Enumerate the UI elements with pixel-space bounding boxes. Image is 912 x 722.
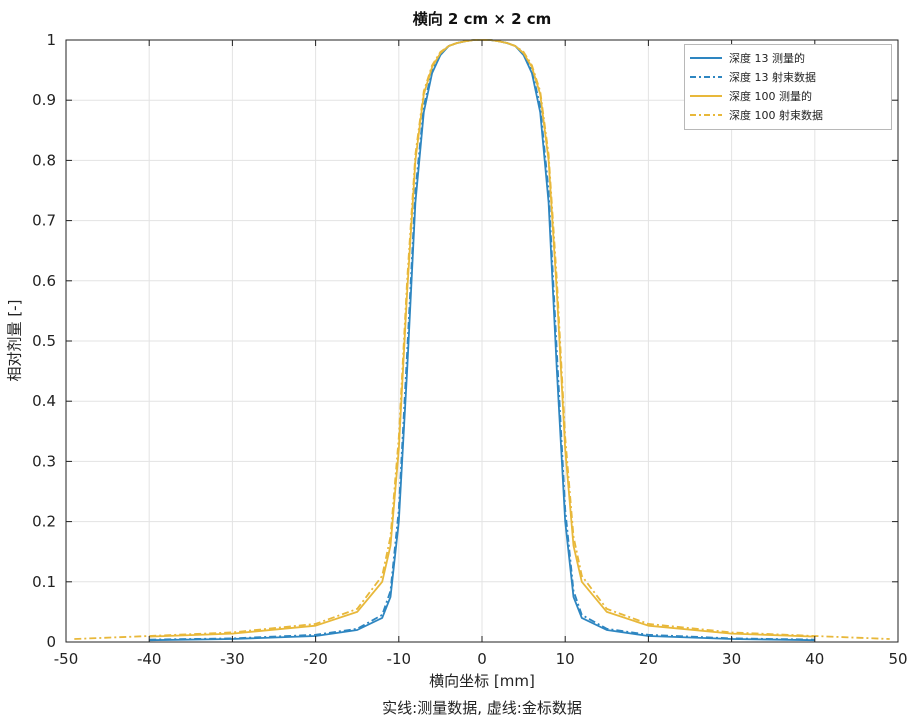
x-tick-label: -50: [54, 650, 79, 668]
legend-label: 深度 100 测量的: [729, 90, 812, 103]
y-tick-label: 0.1: [32, 573, 56, 591]
y-tick-label: 0.3: [32, 452, 56, 470]
x-tick-label: 20: [639, 650, 658, 668]
x-tick-label: -40: [137, 650, 162, 668]
legend-swatch: [690, 95, 722, 97]
y-tick-label: 1: [46, 31, 56, 49]
legend-item: 深度 13 测量的: [689, 49, 805, 67]
legend: 深度 13 测量的 深度 13 射束数据 深度 100 测量的 深度 100 射…: [684, 44, 892, 130]
y-axis-label: 相对剂量 [-]: [5, 299, 24, 382]
legend-label: 深度 100 射束数据: [729, 109, 823, 122]
legend-swatch: [690, 76, 722, 78]
x-tick-label: -20: [303, 650, 328, 668]
x-tick-label: -30: [220, 650, 245, 668]
y-tick-label: 0.2: [32, 513, 56, 531]
x-tick-label: 30: [722, 650, 741, 668]
y-tick-label: 0.8: [32, 151, 56, 169]
legend-item: 深度 13 射束数据: [689, 68, 816, 86]
y-tick-label: 0.5: [32, 332, 56, 350]
legend-item: 深度 100 测量的: [689, 87, 812, 105]
x-axis-label: 横向坐标 [mm]: [429, 672, 535, 690]
x-tick-label: -10: [387, 650, 412, 668]
legend-swatch: [690, 114, 722, 116]
chart-title: 横向 2 cm × 2 cm: [412, 10, 552, 28]
x-tick-label: 50: [888, 650, 907, 668]
x-tick-label: 40: [805, 650, 824, 668]
y-tick-label: 0.6: [32, 272, 56, 290]
series-line-2: [149, 39, 815, 641]
y-tick-label: 0: [46, 633, 56, 651]
y-tick-label: 0.7: [32, 212, 56, 230]
caption: 实线:测量数据, 虚线:金标数据: [382, 699, 582, 717]
legend-item: 深度 100 射束数据: [689, 106, 823, 124]
legend-swatch: [690, 57, 722, 59]
tick-layer: -50 -40 -30 -20 -10 0 10 20 30 40 50 0 0.1 0.2 0.3 0.4 0…: [32, 31, 907, 668]
y-tick-label: 0.4: [32, 392, 56, 410]
legend-label: 深度 13 测量的: [729, 52, 805, 65]
legend-label: 深度 13 射束数据: [729, 71, 816, 84]
x-tick-label: 10: [556, 650, 575, 668]
y-tick-label: 0.9: [32, 91, 56, 109]
x-tick-label: 0: [477, 650, 487, 668]
